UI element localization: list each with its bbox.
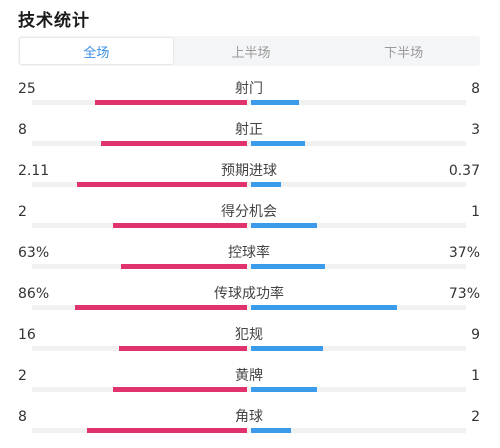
stat-row-pass-accuracy: 86% 传球成功率 73% (18, 285, 480, 325)
home-value: 2 (18, 204, 27, 220)
home-value: 86% (18, 286, 50, 302)
stat-row-big-chances: 2 得分机会 1 (18, 203, 480, 243)
away-value: 9 (471, 327, 480, 343)
stat-track (32, 264, 466, 269)
home-bar (113, 387, 247, 392)
away-value: 1 (471, 368, 480, 384)
stat-row-possession: 63% 控球率 37% (18, 244, 480, 284)
home-value: 16 (18, 327, 36, 343)
away-value: 8 (471, 81, 480, 97)
away-value: 2 (471, 409, 480, 425)
home-bar (75, 305, 247, 310)
stat-row-shots-on-target: 8 射正 3 (18, 121, 480, 161)
stat-label: 控球率 (228, 245, 270, 261)
home-bar (119, 346, 247, 351)
stat-label: 预期进球 (221, 163, 277, 179)
away-bar (251, 346, 323, 351)
stat-track (32, 223, 466, 228)
stat-track (32, 182, 466, 187)
away-bar (251, 141, 305, 146)
home-value: 63% (18, 245, 50, 261)
tab-second-half[interactable]: 下半场 (384, 45, 424, 61)
home-bar (87, 428, 247, 433)
home-value: 8 (18, 122, 27, 138)
stat-row-yellow-cards: 2 黄牌 1 (18, 367, 480, 407)
stat-row-corners: 8 角球 2 (18, 408, 480, 448)
home-value: 25 (18, 81, 36, 97)
away-bar (251, 428, 291, 433)
away-bar (251, 387, 317, 392)
stat-label: 黄牌 (235, 368, 263, 384)
stat-row-shots: 25 射门 8 (18, 80, 480, 120)
away-value: 3 (471, 122, 480, 138)
away-value: 73% (448, 286, 480, 302)
home-value: 2.11 (18, 163, 50, 179)
stat-track (32, 387, 466, 392)
stat-label: 射门 (235, 81, 263, 97)
away-bar (251, 223, 317, 228)
period-tabs: 全场 上半场 下半场 (18, 36, 480, 66)
tab-first-half[interactable]: 上半场 (231, 45, 271, 61)
away-bar (251, 182, 281, 187)
home-value: 2 (18, 368, 27, 384)
away-bar (251, 264, 325, 269)
stat-label: 犯规 (235, 327, 263, 343)
away-value: 37% (448, 245, 480, 261)
home-value: 8 (18, 409, 27, 425)
away-value: 0.37 (448, 163, 480, 179)
home-bar (95, 100, 247, 105)
stat-track (32, 428, 466, 433)
stat-row-expected-goals: 2.11 预期进球 0.37 (18, 162, 480, 202)
away-bar (251, 100, 299, 105)
stat-label: 传球成功率 (214, 286, 284, 302)
away-value: 1 (471, 204, 480, 220)
page-title: 技术统计 (18, 11, 90, 31)
stat-track (32, 346, 466, 351)
stat-track (32, 100, 466, 105)
stat-track (32, 305, 466, 310)
stat-row-fouls: 16 犯规 9 (18, 326, 480, 366)
home-bar (113, 223, 247, 228)
home-bar (77, 182, 247, 187)
stat-label: 射正 (235, 122, 263, 138)
stat-track (32, 141, 466, 146)
stat-label: 角球 (235, 409, 263, 425)
away-bar (251, 305, 397, 310)
home-bar (121, 264, 247, 269)
stat-label: 得分机会 (221, 204, 277, 220)
home-bar (101, 141, 247, 146)
tab-full-match[interactable]: 全场 (19, 37, 174, 65)
